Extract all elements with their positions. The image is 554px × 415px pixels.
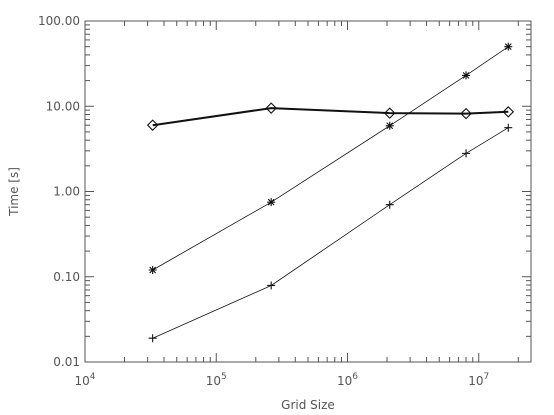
data-point-plus — [148, 334, 157, 343]
series-line — [152, 46, 509, 271]
data-point-diamond — [265, 102, 277, 114]
y-tick-labels: 0.01 0.10 1.00 10.00 100.00 — [38, 14, 80, 369]
data-point-plus — [504, 123, 513, 132]
x-axis-label: Grid Size — [281, 398, 335, 412]
data-point-asterisk — [267, 198, 276, 207]
y-tick-label: 100.00 — [38, 14, 80, 28]
series-3 — [148, 123, 513, 343]
x-tick-label: 104 — [74, 372, 95, 388]
x-tick-labels: 104 105 106 107 — [74, 372, 489, 388]
data-point-plus — [267, 281, 276, 290]
data-point-plus — [385, 200, 394, 209]
plot-frame — [84, 20, 532, 363]
data-point-asterisk — [148, 266, 157, 274]
data-point-plus — [462, 149, 471, 158]
data-point-diamond — [460, 107, 472, 120]
data-point-diamond — [502, 106, 515, 118]
x-tick-label: 106 — [337, 372, 358, 388]
axis-ticks — [84, 20, 531, 363]
data-point-asterisk — [462, 71, 471, 80]
series-group — [146, 42, 515, 343]
x-tick-label: 107 — [468, 372, 489, 388]
data-point-asterisk — [504, 42, 513, 51]
data-point-diamond — [146, 119, 159, 131]
y-tick-label: 0.10 — [53, 270, 80, 284]
series-2 — [148, 42, 513, 274]
series-line — [152, 127, 509, 339]
y-tick-label: 10.00 — [46, 99, 80, 113]
x-tick-label: 105 — [206, 372, 227, 388]
y-tick-label: 0.01 — [53, 355, 80, 369]
data-point-diamond — [383, 107, 396, 119]
data-point-asterisk — [385, 121, 394, 130]
series-1 — [146, 102, 515, 131]
y-axis-label: Time [s] — [7, 167, 21, 217]
y-tick-label: 1.00 — [53, 185, 80, 199]
series-line — [152, 107, 509, 127]
